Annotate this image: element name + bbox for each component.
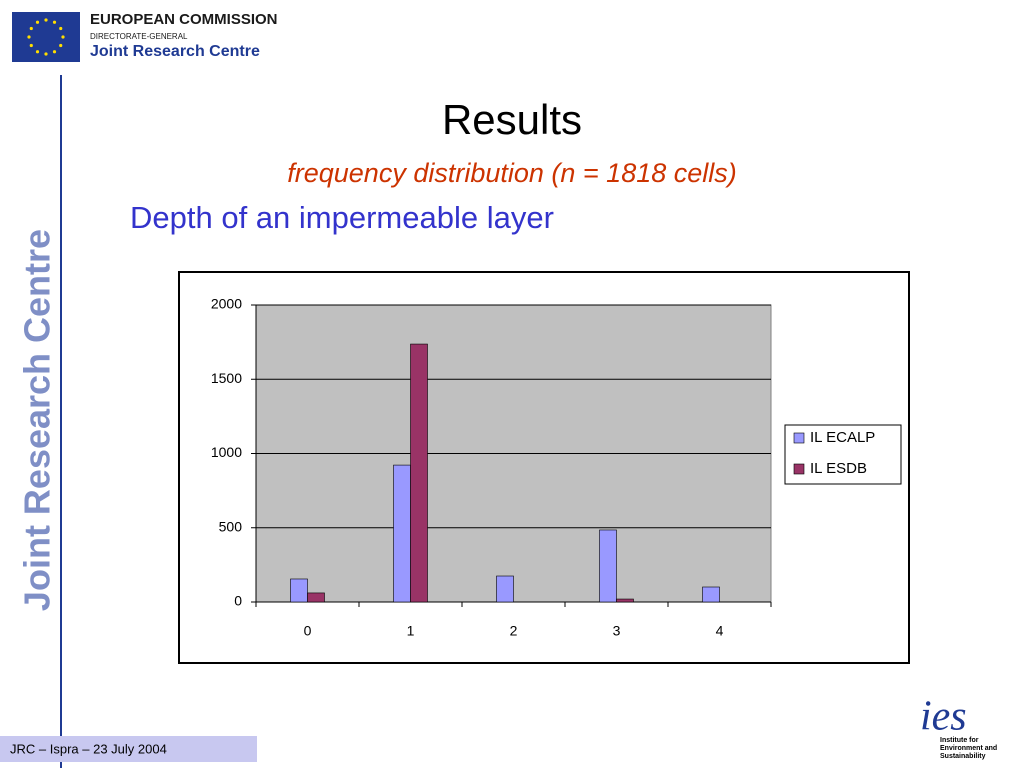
bar — [616, 598, 634, 603]
slide-title: Results — [442, 96, 582, 143]
legend-swatch — [793, 463, 805, 475]
bar — [599, 529, 617, 603]
org-name: EUROPEAN COMMISSION — [90, 11, 278, 28]
x-tick-label: 2 — [510, 623, 518, 639]
x-tick-label: 4 — [716, 623, 724, 639]
bar — [702, 586, 720, 603]
bar — [393, 464, 411, 603]
logo-mark: ies — [920, 694, 967, 740]
flag-star — [52, 20, 57, 24]
legend-box — [784, 424, 902, 485]
flag-star — [35, 20, 40, 24]
centre-name: Joint Research Centre — [90, 43, 260, 60]
y-tick-label: 500 — [219, 518, 243, 534]
bar — [410, 343, 428, 603]
flag-star — [27, 35, 31, 39]
logo-caption: Institute for — [940, 737, 979, 744]
flag-star — [52, 50, 57, 54]
flag-star — [29, 26, 33, 31]
x-tick-label: 1 — [407, 623, 415, 639]
flag-star — [59, 26, 63, 31]
flag-star — [61, 35, 65, 39]
slide-heading: Depth of an impermeable layer — [130, 200, 554, 235]
bar — [496, 575, 514, 603]
y-tick-label: 1000 — [211, 444, 242, 460]
x-tick-label: 0 — [304, 623, 312, 639]
logo-caption: Environment and — [940, 745, 997, 752]
legend-swatch — [793, 432, 805, 444]
footer-text: JRC – Ispra – 23 July 2004 — [10, 741, 167, 756]
flag-star — [59, 43, 63, 48]
logo-caption: Sustainability — [940, 753, 986, 760]
legend-label: IL ESDB — [810, 460, 867, 477]
footer-box — [0, 736, 257, 762]
y-tick-label: 1500 — [211, 370, 242, 386]
flag-star — [29, 43, 33, 48]
flag-star — [44, 52, 48, 56]
flag-stars — [27, 18, 65, 56]
dg-name: DIRECTORATE-GENERAL — [90, 32, 188, 41]
side-label: Joint Research Centre — [17, 229, 58, 611]
x-tick-label: 3 — [613, 623, 621, 639]
flag-star — [35, 50, 40, 54]
bar — [307, 592, 325, 603]
legend-label: IL ECALP — [810, 429, 875, 446]
slide-subtitle: frequency distribution (n = 1818 cells) — [287, 158, 737, 188]
flag-star — [44, 18, 48, 22]
y-tick-label: 2000 — [211, 296, 242, 312]
bar — [290, 578, 308, 603]
chart: 0 500 1000 1500 2000 0 1 2 3 4 IL ECALP IL ESDB — [211, 296, 902, 639]
y-tick-label: 0 — [234, 593, 242, 609]
